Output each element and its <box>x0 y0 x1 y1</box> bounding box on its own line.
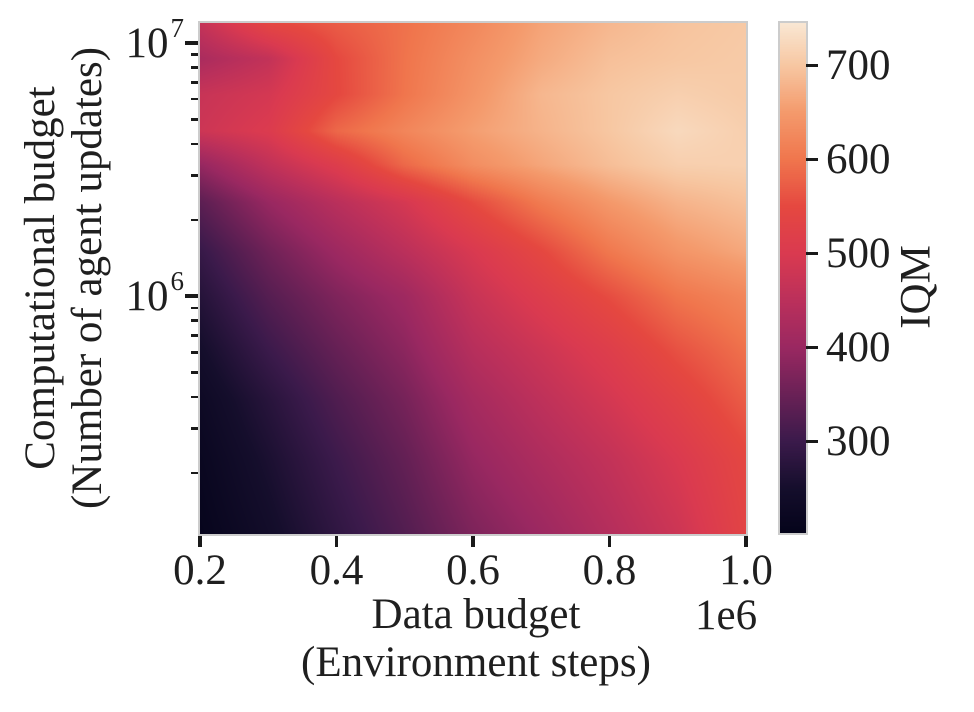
x-axis-offset-text: 1e6 <box>695 592 758 639</box>
x-axis-label-line2: (Environment steps) <box>301 639 651 686</box>
colorbar-tick-mark <box>806 157 818 162</box>
y-minor-tick-mark <box>191 66 198 69</box>
heatmap-image <box>200 23 746 534</box>
y-minor-tick-mark <box>191 53 198 56</box>
x-axis-label-line1: Data budget <box>371 591 581 638</box>
y-minor-tick-mark <box>191 319 198 322</box>
x-tick-label: 0.6 <box>446 547 500 594</box>
y-major-tick-mark <box>185 41 198 46</box>
y-minor-tick-mark <box>191 218 198 222</box>
y-minor-tick-mark <box>191 97 198 101</box>
y-tick-label-base: 10 <box>125 272 169 320</box>
y-minor-tick-mark <box>191 371 198 374</box>
colorbar-tick-mark <box>806 63 818 68</box>
x-tick-label: 0.4 <box>309 547 364 594</box>
colorbar-gradient <box>780 23 806 533</box>
y-minor-tick-mark <box>191 174 198 177</box>
y-minor-tick-mark <box>191 334 198 337</box>
y-minor-tick-mark <box>191 427 198 430</box>
x-axis-label: Data budget (Environment steps) <box>301 591 651 687</box>
colorbar-tick-mark <box>806 345 818 350</box>
y-tick-label: 10 7 <box>125 13 185 67</box>
plot-area <box>198 21 748 536</box>
colorbar-tick-label: 700 <box>826 41 891 89</box>
y-minor-tick-mark <box>191 471 198 475</box>
y-minor-tick-mark <box>191 351 198 354</box>
y-minor-tick-mark <box>191 395 198 399</box>
colorbar-tick-label: 600 <box>826 135 891 183</box>
y-tick-label-base: 10 <box>125 19 169 67</box>
y-minor-tick-mark <box>191 118 198 121</box>
y-minor-tick-mark <box>191 81 198 84</box>
x-tick-label: 0.2 <box>173 547 227 594</box>
x-tick-mark <box>744 536 748 547</box>
colorbar-tick-label: 300 <box>826 418 891 466</box>
colorbar <box>778 21 808 535</box>
x-tick-mark <box>198 536 202 547</box>
y-minor-tick-mark <box>191 142 198 146</box>
x-tick-mark <box>607 536 612 547</box>
colorbar-tick-mark <box>806 439 818 444</box>
x-tick-label: 1.0 <box>719 547 773 594</box>
y-major-tick-mark <box>185 294 198 299</box>
colorbar-tick-label: 500 <box>826 230 891 278</box>
x-tick-label: 0.8 <box>582 547 637 594</box>
y-minor-tick-mark <box>191 306 198 310</box>
y-tick-label: 10 6 <box>125 266 185 320</box>
colorbar-tick-label: 400 <box>826 324 891 372</box>
colorbar-tick-mark <box>806 251 818 256</box>
x-tick-mark <box>334 536 339 547</box>
x-tick-mark <box>471 536 475 547</box>
